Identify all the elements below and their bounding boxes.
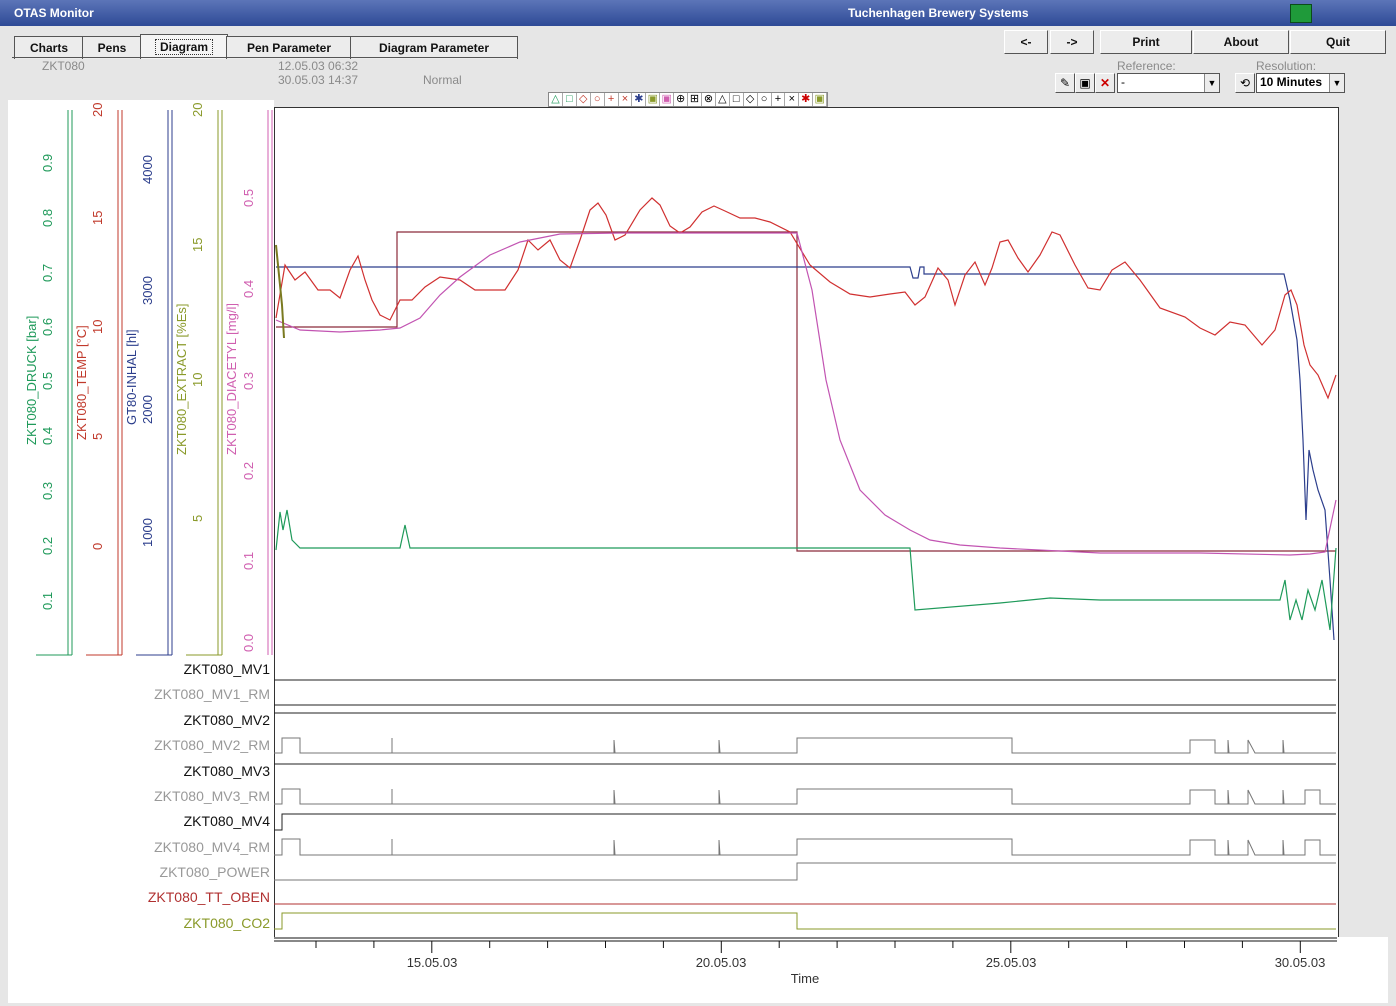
tick-druck: 0.2 — [40, 536, 55, 555]
resolution-select[interactable]: 10 Minutes ▼ — [1256, 73, 1345, 93]
printer-icon[interactable] — [1290, 4, 1312, 23]
time-axis-panel — [8, 937, 1388, 1003]
trace-diacetyl — [275, 232, 1337, 556]
signal-label[interactable]: ZKT080_MV2 — [183, 712, 270, 728]
back-button[interactable]: <- — [1004, 30, 1048, 54]
plot-area[interactable] — [274, 107, 1339, 939]
axis-inhal — [136, 110, 173, 656]
axis-label-druck: ZKT080_DRUCK [bar] — [24, 315, 39, 445]
tick-temp: 0 — [90, 542, 105, 550]
tab-charts[interactable]: Charts — [14, 36, 84, 59]
trace-temp-setpoint — [276, 231, 1336, 552]
tick-diacetyl: 0.2 — [241, 461, 256, 480]
signal-label[interactable]: ZKT080_CO2 — [183, 915, 270, 931]
tick-temp: 20 — [90, 102, 105, 117]
tank-name: ZKT080 — [42, 59, 85, 73]
x-axis — [274, 937, 1337, 942]
tick-druck: 0.8 — [40, 208, 55, 227]
tick-druck: 0.9 — [40, 153, 55, 172]
axis-label-diacetyl: ZKT080_DIACETYL [mg/l] — [224, 303, 239, 455]
signal-label[interactable]: ZKT080_TT_OBEN — [147, 889, 270, 905]
chevron-down-icon[interactable]: ▼ — [1329, 74, 1344, 92]
tick-extract: 5 — [190, 514, 205, 522]
signal-label[interactable]: ZKT080_MV4 — [183, 813, 270, 829]
reference-label: Reference: — [1117, 59, 1176, 73]
tick-extract: 20 — [190, 102, 205, 117]
app-title: OTAS Monitor — [14, 6, 94, 20]
tick-extract: 10 — [190, 372, 205, 387]
tick-inhal: 1000 — [140, 518, 155, 547]
tick-druck: 0.3 — [40, 481, 55, 500]
x-tick-label: 15.05.03 — [406, 955, 458, 970]
signal-label[interactable]: ZKT080_POWER — [159, 864, 270, 880]
tick-temp: 15 — [90, 210, 105, 225]
edit-icon[interactable]: ✎ — [1055, 73, 1075, 93]
tab-pen-parameter[interactable]: Pen Parameter — [226, 36, 352, 59]
signal-label[interactable]: ZKT080_MV2_RM — [154, 737, 270, 753]
tick-diacetyl: 0.3 — [241, 371, 256, 390]
axis-label-extract: ZKT080_EXTRACT [%Es] — [174, 303, 189, 455]
tick-druck: 0.6 — [40, 317, 55, 336]
tick-temp: 5 — [90, 432, 105, 440]
save-icon[interactable]: ▣ — [1075, 73, 1095, 93]
delete-icon[interactable]: ✕ — [1095, 73, 1115, 93]
tick-temp: 10 — [90, 319, 105, 334]
trace-druck — [275, 509, 1337, 631]
title-bar: OTAS Monitor Tuchenhagen Brewery Systems — [0, 0, 1396, 26]
reference-select[interactable]: - ▼ — [1117, 73, 1220, 93]
marker-palette[interactable]: △ □ ◇ ○ + × ✱ ▣ ▣ ⊕ ⊞ ⊗ △ □ ◇ ○ + × ✱ ▣ — [548, 92, 828, 107]
tick-diacetyl: 0.1 — [241, 551, 256, 570]
tick-diacetyl: 0.5 — [241, 188, 256, 207]
tick-extract: 15 — [190, 237, 205, 252]
print-button[interactable]: Print — [1100, 30, 1192, 54]
axis-panel — [8, 100, 274, 940]
axis-druck — [36, 110, 73, 656]
tab-pens[interactable]: Pens — [82, 36, 142, 59]
trace-temp — [275, 197, 1337, 400]
signal-label[interactable]: ZKT080_MV4_RM — [154, 839, 270, 855]
signal-label[interactable]: ZKT080_MV1_RM — [154, 686, 270, 702]
tab-diagram[interactable]: Diagram — [140, 34, 228, 59]
signal-label[interactable]: ZKT080_MV3_RM — [154, 788, 270, 804]
tab-divider — [12, 57, 517, 58]
tick-diacetyl: 0.4 — [241, 279, 256, 298]
tab-diagram-parameter[interactable]: Diagram Parameter — [350, 36, 518, 59]
tick-inhal: 3000 — [140, 276, 155, 305]
x-tick-label: 20.05.03 — [695, 955, 747, 970]
x-axis-title: Time — [790, 971, 820, 986]
refresh-icon[interactable]: ⟲ — [1235, 73, 1255, 93]
x-axis-ticks — [315, 941, 1301, 953]
tick-inhal: 2000 — [140, 395, 155, 424]
resolution-label: Resolution: — [1256, 59, 1317, 73]
trace-inhal — [276, 266, 1335, 641]
trace-extract — [275, 244, 285, 339]
mode-status: Normal — [423, 73, 462, 87]
tick-diacetyl: 0.0 — [241, 633, 256, 652]
axis-diacetyl — [267, 110, 273, 655]
axis-label-inhal: GT80-INHAL [hl] — [124, 329, 139, 425]
tick-druck: 0.7 — [40, 263, 55, 282]
chevron-down-icon[interactable]: ▼ — [1204, 74, 1219, 92]
tick-inhal: 4000 — [140, 155, 155, 184]
tick-druck: 0.1 — [40, 591, 55, 610]
axis-label-temp: ZKT080_TEMP [°C] — [74, 325, 89, 440]
tick-druck: 0.4 — [40, 426, 55, 445]
axis-temp — [86, 110, 123, 656]
forward-button[interactable]: -> — [1050, 30, 1094, 54]
axis-extract — [186, 110, 223, 656]
x-tick-label: 30.05.03 — [1274, 955, 1326, 970]
tick-druck: 0.5 — [40, 371, 55, 390]
digital-lines — [274, 679, 1336, 930]
company-name: Tuchenhagen Brewery Systems — [848, 6, 1029, 20]
signal-label[interactable]: ZKT080_MV3 — [183, 763, 270, 779]
about-button[interactable]: About — [1193, 30, 1289, 54]
x-tick-label: 25.05.03 — [985, 955, 1037, 970]
end-time: 30.05.03 14:37 — [278, 73, 359, 87]
quit-button[interactable]: Quit — [1290, 30, 1386, 54]
start-time: 12.05.03 06:32 — [278, 59, 359, 73]
signal-label[interactable]: ZKT080_MV1 — [183, 661, 270, 677]
